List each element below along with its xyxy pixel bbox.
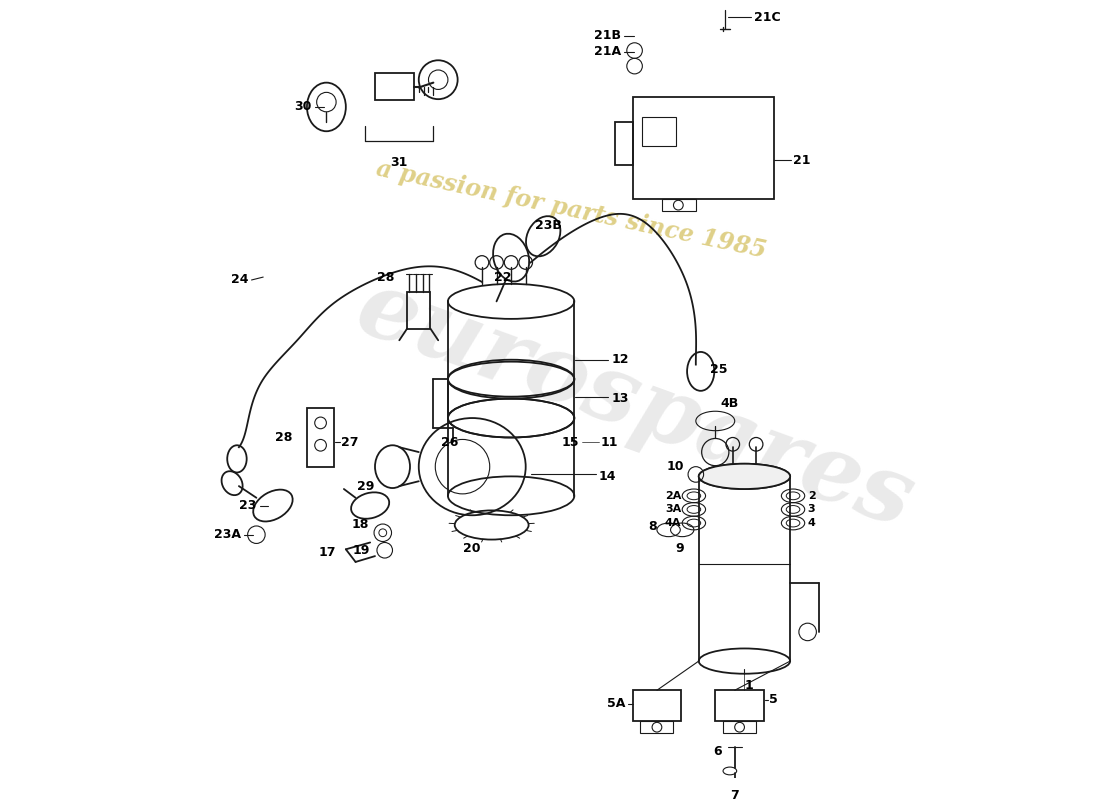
Text: 2: 2 — [807, 491, 815, 501]
Text: 4A: 4A — [664, 518, 681, 528]
Text: 6: 6 — [714, 745, 722, 758]
Bar — [307, 408, 334, 466]
Text: 23A: 23A — [213, 528, 241, 542]
Ellipse shape — [698, 464, 790, 489]
Text: 9: 9 — [675, 542, 683, 555]
Text: 14: 14 — [598, 470, 616, 483]
Bar — [723, 722, 756, 733]
Bar — [375, 73, 414, 100]
Text: 23: 23 — [239, 499, 256, 512]
Text: 31: 31 — [390, 155, 408, 169]
Text: 23B: 23B — [536, 219, 562, 232]
Text: 1: 1 — [745, 678, 754, 691]
Text: 18: 18 — [352, 518, 370, 531]
Text: 28: 28 — [275, 431, 293, 444]
Text: 25: 25 — [711, 363, 728, 376]
Text: 13: 13 — [612, 392, 628, 405]
Text: 2A: 2A — [664, 491, 681, 501]
Text: 21B: 21B — [594, 30, 621, 42]
Bar — [640, 722, 673, 733]
Text: 11: 11 — [601, 436, 618, 449]
Text: 8: 8 — [648, 521, 657, 534]
Text: 24: 24 — [231, 274, 249, 286]
Text: 29: 29 — [356, 480, 374, 493]
Bar — [715, 690, 763, 722]
Text: 5A: 5A — [607, 698, 626, 710]
Text: 10: 10 — [667, 460, 684, 473]
Text: 3A: 3A — [666, 505, 681, 514]
Bar — [642, 117, 676, 146]
Bar — [632, 98, 773, 199]
Text: 21: 21 — [793, 154, 811, 167]
Text: 27: 27 — [341, 436, 359, 449]
Bar — [632, 690, 681, 722]
Text: 28: 28 — [377, 270, 395, 283]
Text: a passion for parts since 1985: a passion for parts since 1985 — [374, 157, 769, 263]
Text: eurospares: eurospares — [345, 262, 926, 547]
Text: 3: 3 — [807, 505, 815, 514]
Text: 21C: 21C — [755, 11, 781, 24]
Bar — [407, 292, 430, 329]
Text: 15: 15 — [562, 436, 580, 449]
Text: 21A: 21A — [594, 45, 621, 58]
Text: 5: 5 — [769, 694, 778, 706]
Text: 22: 22 — [494, 270, 512, 283]
Bar — [662, 199, 696, 211]
Text: 19: 19 — [353, 544, 370, 557]
Text: 4: 4 — [807, 518, 815, 528]
Text: 17: 17 — [319, 546, 337, 558]
Bar — [615, 122, 632, 166]
Text: 7: 7 — [730, 790, 739, 800]
Text: 20: 20 — [463, 542, 481, 555]
Text: 26: 26 — [441, 436, 459, 449]
Text: 4B: 4B — [720, 398, 738, 410]
Text: 30: 30 — [295, 101, 311, 114]
Text: 12: 12 — [612, 354, 629, 366]
